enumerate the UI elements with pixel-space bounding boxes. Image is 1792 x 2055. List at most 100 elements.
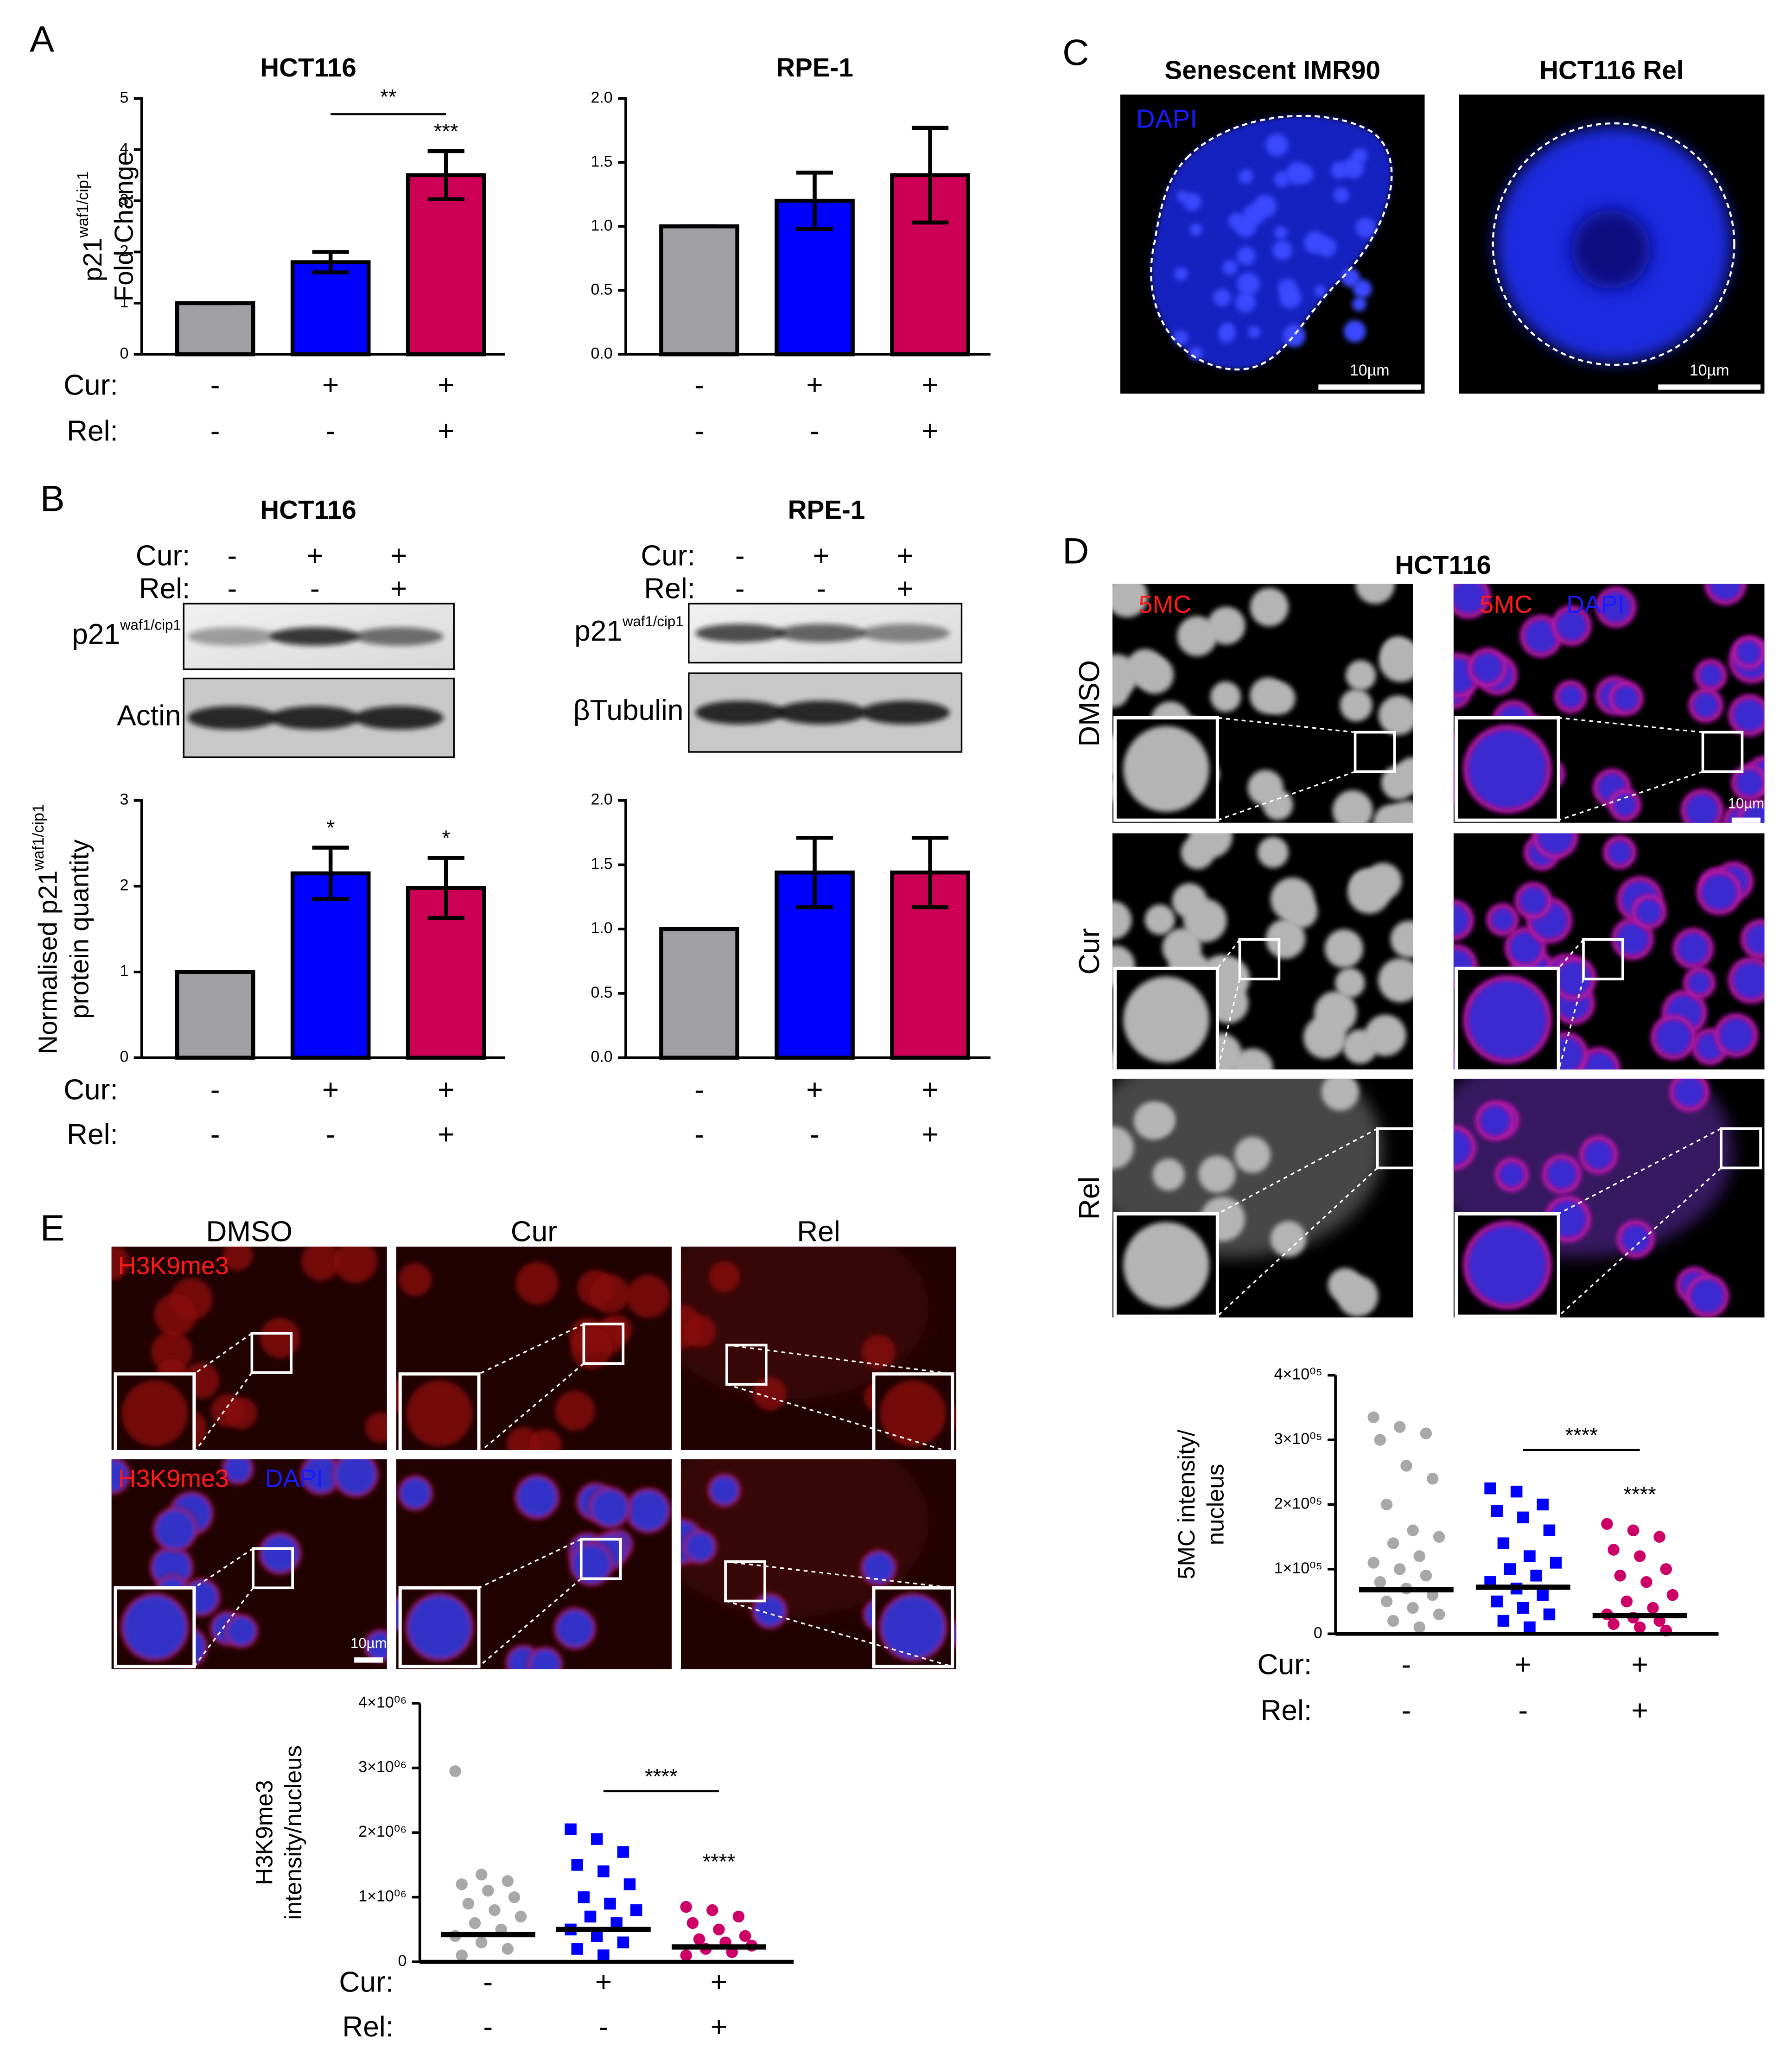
micrograph: [396, 1247, 672, 1451]
nucleus: [1346, 660, 1376, 691]
chromatin-focus: [1222, 260, 1238, 275]
inset-box: [1238, 938, 1281, 980]
data-point: [1394, 1563, 1406, 1575]
data-point: [1387, 1615, 1399, 1627]
nucleus-rim: [1551, 606, 1591, 645]
y-tick-label: 0: [398, 1952, 407, 1970]
chromatin-focus: [1173, 331, 1188, 345]
column-label: DMSO: [206, 1215, 292, 1247]
nucleus: [1732, 765, 1765, 800]
condition-label: Cur:: [136, 540, 191, 572]
condition-mark: +: [897, 573, 914, 604]
condition-label: Rel:: [1260, 1695, 1312, 1727]
condition-mark: -: [694, 369, 704, 401]
data-point: [462, 1897, 475, 1910]
nucleus: [1476, 1101, 1514, 1140]
significance-label: ****: [1565, 1424, 1598, 1447]
data-point: [482, 1884, 494, 1897]
chromatin-focus: [1343, 320, 1366, 343]
nucleus: [1580, 1137, 1617, 1173]
chromatin-focus: [1274, 171, 1290, 187]
chart-title: HCT116: [260, 53, 356, 82]
y-tick-label: 1.0: [591, 216, 612, 234]
data-point: [565, 1823, 577, 1835]
condition-mark: +: [438, 415, 454, 447]
data-point: [686, 1917, 699, 1929]
chromatin-focus: [1341, 268, 1360, 287]
inset-connector: [1557, 939, 1584, 969]
data-point: [1640, 1576, 1652, 1588]
data-point: [630, 1904, 642, 1916]
nucleolus: [1571, 210, 1651, 289]
inset-connector: [1217, 1127, 1378, 1215]
nucleus: [1324, 929, 1364, 968]
chromatin-focus: [1274, 226, 1288, 240]
y-axis-label: nucleus: [1202, 1464, 1229, 1546]
data-point: [469, 1917, 481, 1929]
nucleus: [151, 1331, 192, 1373]
data-point: [597, 1865, 610, 1877]
panel-label: D: [1062, 530, 1089, 572]
data-point: [1484, 1482, 1496, 1495]
nucleus: [1604, 837, 1635, 868]
nucleus: [1386, 801, 1413, 823]
bar: [290, 871, 371, 1060]
nucleus: [111, 1459, 131, 1495]
condition-mark: -: [326, 1119, 336, 1151]
bar: [659, 224, 739, 356]
condition-mark: +: [711, 1966, 727, 1998]
data-point: [1367, 1557, 1379, 1569]
condition-mark: -: [694, 1119, 704, 1151]
condition-mark: -: [694, 415, 704, 447]
blot-band: [860, 624, 950, 643]
nucleus: [590, 1273, 629, 1314]
panel-label: C: [1062, 32, 1089, 73]
y-axis-label: Fold Change: [109, 151, 139, 301]
data-point: [1407, 1524, 1419, 1536]
nucleus: [1684, 968, 1715, 998]
y-tick-label: 1.5: [591, 153, 612, 170]
condition-label: Cur:: [64, 369, 118, 401]
blot-title: RPE-1: [788, 495, 865, 524]
data-point: [1491, 1505, 1503, 1517]
nucleus: [399, 1263, 432, 1296]
data-point: [475, 1936, 488, 1948]
data-point: [1433, 1608, 1445, 1621]
nucleus: [1695, 660, 1726, 691]
nucleus-rim: [1673, 929, 1713, 969]
nucleus: [1337, 1275, 1379, 1317]
y-axis-label: Normalised p21waf1/cip1: [30, 804, 63, 1054]
nucleus: [1464, 1222, 1551, 1308]
y-axis-label: intensity/nucleus: [280, 1745, 306, 1920]
band-label-main: p21: [574, 615, 623, 647]
inset-connector: [725, 1560, 953, 1589]
nucleus: [111, 1247, 130, 1280]
data-point: [502, 1943, 514, 1955]
data-point: [1666, 1589, 1679, 1601]
nucleus: [1189, 833, 1233, 858]
nucleus: [529, 1429, 562, 1451]
nucleus: [1733, 636, 1765, 668]
y-axis-label: H3K9me3: [251, 1780, 278, 1885]
data-point: [1413, 1550, 1425, 1562]
chromatin-focus: [1279, 286, 1302, 309]
inset-box: [582, 1323, 625, 1365]
nucleus: [222, 1247, 253, 1271]
chromatin-focus: [1248, 326, 1260, 338]
data-point: [571, 1859, 584, 1871]
y-tick-label: 4×10⁰⁶: [358, 1693, 407, 1711]
nucleus: [588, 1486, 631, 1529]
data-point: [1491, 1595, 1503, 1608]
nucleus-rim: [1670, 1078, 1709, 1112]
nucleus: [1365, 1014, 1406, 1056]
y-axis-label-main: p21: [78, 238, 107, 281]
nucleus: [684, 1316, 716, 1348]
nucleus: [1177, 616, 1217, 656]
nucleus: [1464, 726, 1551, 812]
y-tick-label: 1: [120, 293, 128, 311]
nucleus: [878, 1592, 947, 1662]
nucleus: [332, 1459, 379, 1498]
nucleus: [397, 1475, 433, 1511]
blot-band: [187, 627, 277, 646]
inset-box: [579, 1538, 622, 1580]
